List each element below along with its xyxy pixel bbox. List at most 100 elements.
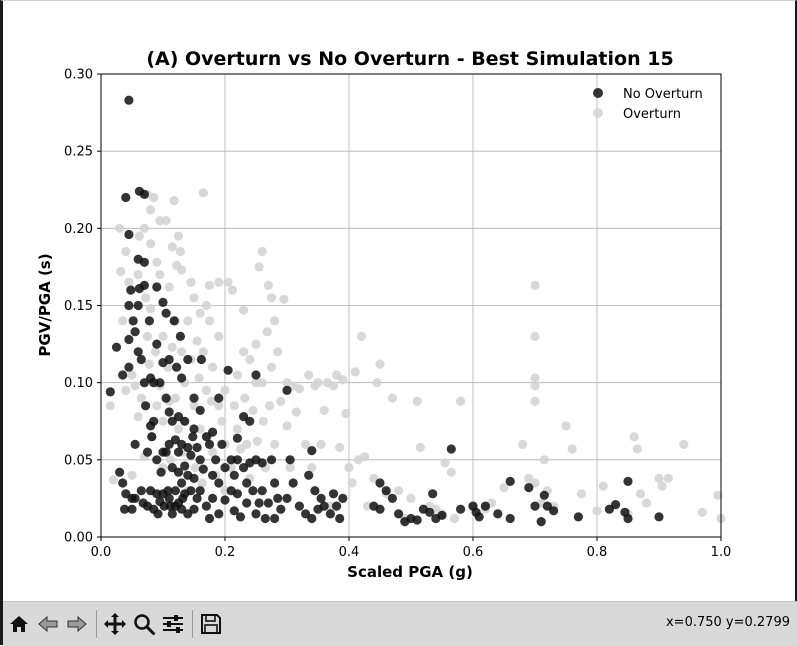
pan-button[interactable] [102, 610, 128, 638]
point-overturn [657, 481, 667, 491]
point-no-overturn [310, 486, 320, 496]
point-no-overturn [257, 486, 267, 496]
point-no-overturn [229, 470, 239, 480]
point-no-overturn [242, 498, 252, 508]
point-overturn [285, 463, 295, 473]
point-no-overturn [126, 285, 136, 295]
point-overturn [124, 277, 134, 287]
point-no-overturn [139, 189, 149, 199]
point-overturn [539, 455, 549, 465]
point-no-overturn [623, 513, 633, 524]
point-overturn [530, 280, 540, 290]
point-no-overturn [493, 509, 503, 519]
point-overturn [248, 405, 258, 415]
legend-label-no-overturn: No Overturn [623, 87, 703, 102]
point-overturn [258, 416, 268, 426]
point-overturn [149, 192, 159, 203]
point-overturn [654, 473, 664, 483]
point-no-overturn [456, 504, 466, 514]
point-no-overturn [437, 510, 447, 520]
zoom-button[interactable] [131, 610, 157, 638]
point-overturn [713, 490, 723, 500]
point-no-overturn [412, 515, 422, 525]
point-overturn [189, 293, 199, 303]
point-no-overturn [428, 489, 438, 499]
point-overturn [592, 506, 602, 516]
x-tick-label: 1.0 [711, 545, 732, 560]
point-no-overturn [208, 470, 218, 480]
forward-button[interactable] [64, 610, 90, 638]
point-no-overturn [217, 439, 227, 449]
point-no-overturn [195, 405, 205, 415]
point-no-overturn [316, 493, 326, 503]
point-no-overturn [270, 513, 280, 524]
point-overturn [239, 305, 249, 315]
point-overturn [635, 489, 646, 499]
point-overturn [242, 439, 252, 449]
point-overturn [183, 316, 193, 326]
y-tick-label: 0.20 [64, 222, 93, 237]
point-no-overturn [381, 486, 391, 496]
point-overturn [338, 375, 348, 385]
point-no-overturn [144, 316, 154, 326]
configure-subplots-button[interactable] [160, 610, 186, 638]
point-overturn [347, 478, 357, 488]
point-overturn [136, 393, 146, 403]
point-overturn [530, 331, 540, 341]
x-tick-label: 0.2 [215, 545, 236, 560]
point-overturn [127, 370, 137, 380]
cursor-coordinates: x=0.750 y=0.2799 [665, 615, 790, 630]
zoom-icon [134, 614, 155, 635]
point-no-overturn [120, 504, 130, 514]
point-overturn [204, 280, 215, 290]
save-button[interactable] [198, 610, 224, 638]
point-no-overturn [245, 416, 255, 426]
point-no-overturn [208, 493, 218, 503]
point-overturn [133, 270, 143, 280]
point-no-overturn [189, 393, 199, 403]
point-no-overturn [188, 432, 198, 442]
point-overturn [223, 277, 233, 287]
y-tick-label: 0.00 [64, 531, 93, 546]
point-no-overturn [128, 316, 138, 326]
back-button[interactable] [35, 610, 61, 638]
point-no-overturn [139, 280, 149, 290]
point-no-overturn [169, 316, 179, 326]
point-no-overturn [214, 478, 224, 488]
point-no-overturn [192, 493, 202, 503]
point-overturn [158, 331, 168, 341]
point-no-overturn [623, 476, 633, 486]
point-no-overturn [536, 517, 546, 527]
point-no-overturn [124, 95, 134, 105]
point-overturn [169, 196, 179, 206]
point-overturn [316, 439, 326, 449]
point-no-overturn [136, 486, 146, 496]
point-overturn [266, 362, 277, 372]
point-no-overturn [288, 478, 298, 488]
point-overturn [307, 463, 317, 473]
y-tick-label: 0.10 [64, 376, 93, 391]
toolbar-separator [192, 610, 193, 638]
home-button[interactable] [6, 610, 32, 638]
point-no-overturn [214, 393, 224, 403]
point-no-overturn [175, 331, 185, 341]
point-no-overturn [328, 489, 339, 499]
point-no-overturn [204, 513, 215, 524]
point-overturn [567, 444, 577, 454]
point-overturn [198, 347, 208, 357]
point-no-overturn [124, 362, 134, 372]
point-no-overturn [335, 513, 345, 524]
point-overturn [394, 486, 404, 496]
point-overturn [291, 407, 301, 417]
point-no-overturn [164, 407, 174, 417]
point-no-overturn [229, 506, 239, 516]
point-overturn [158, 416, 168, 426]
point-no-overturn [136, 354, 146, 365]
point-overturn [177, 347, 187, 357]
point-no-overturn [214, 509, 224, 519]
point-overturn [273, 347, 283, 357]
point-overturn [142, 331, 153, 341]
point-no-overturn [118, 370, 128, 380]
back-arrow-icon [38, 615, 58, 633]
point-no-overturn [294, 501, 304, 511]
